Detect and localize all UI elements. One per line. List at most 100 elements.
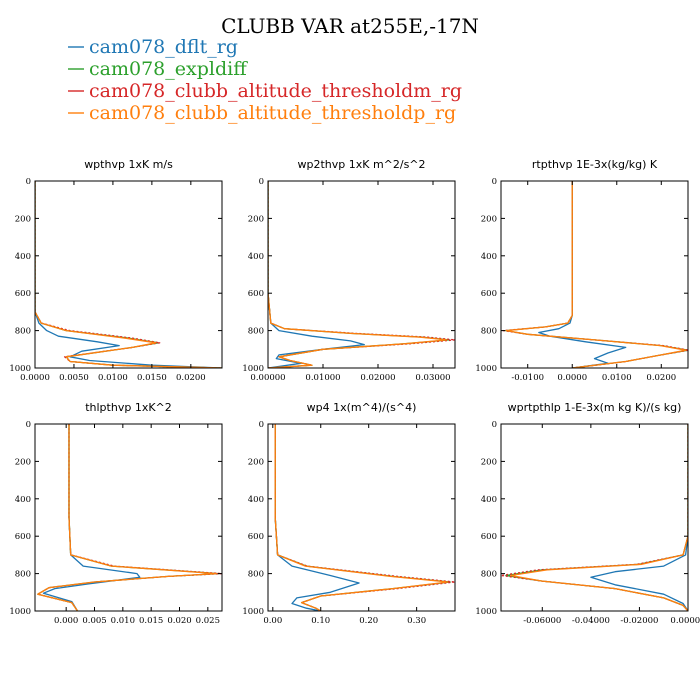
y-tick-label: 200 bbox=[248, 214, 264, 224]
y-tick-label: 1000 bbox=[9, 607, 31, 617]
x-tick-label: 0.00000 bbox=[670, 616, 700, 626]
x-tick-label: -0.06000 bbox=[523, 616, 561, 626]
y-tick-label: 600 bbox=[15, 532, 31, 542]
legend-label: cam078_dflt_rg bbox=[89, 36, 238, 58]
series-line-cam078_clubb_altitude_thresholdp_rg bbox=[274, 424, 449, 611]
x-tick-label: 0.020 bbox=[167, 616, 191, 626]
y-tick-label: 600 bbox=[248, 532, 264, 542]
y-tick-label: 400 bbox=[481, 252, 497, 262]
x-tick-label: 0.0200 bbox=[646, 373, 676, 383]
panel-title: wp4 1x(m^4)/(s^4) bbox=[307, 401, 417, 414]
series-line-cam078_clubb_altitude_thresholdm_rg bbox=[35, 181, 222, 368]
x-tick-label: 0.02000 bbox=[360, 373, 395, 383]
x-tick-label: 0.025 bbox=[196, 616, 220, 626]
y-tick-label: 600 bbox=[15, 289, 31, 299]
y-tick-label: 600 bbox=[481, 289, 497, 299]
y-tick-label: 400 bbox=[248, 252, 264, 262]
y-tick-label: 400 bbox=[248, 495, 264, 505]
y-tick-label: 600 bbox=[481, 532, 497, 542]
chart-panel: wprtpthlp 1-E-3x(m kg K)/(s kg) 0 200 400 60… bbox=[475, 401, 700, 626]
y-tick-label: 400 bbox=[481, 495, 497, 505]
x-tick-label: 0.005 bbox=[82, 616, 106, 626]
series-line-cam078_clubb_altitude_thresholdp_rg bbox=[268, 181, 448, 368]
y-tick-label: 0 bbox=[259, 177, 264, 187]
legend-label: cam078_expldiff bbox=[89, 58, 248, 80]
plot-frame bbox=[34, 180, 223, 369]
plot-frame bbox=[500, 423, 689, 612]
series-line-cam078_clubb_altitude_thresholdp_rg bbox=[510, 424, 688, 611]
plot-frame bbox=[34, 423, 223, 612]
y-tick-label: 1000 bbox=[475, 607, 497, 617]
x-tick-label: 0.0150 bbox=[137, 373, 167, 383]
plot-frame bbox=[500, 180, 689, 369]
y-tick-label: 800 bbox=[481, 327, 497, 337]
y-tick-label: 400 bbox=[15, 252, 31, 262]
panel-title: rtpthvp 1E-3x(kg/kg) K bbox=[532, 158, 658, 171]
series-line-cam078_dflt_rg bbox=[268, 181, 365, 368]
series-line-cam078_expldiff bbox=[37, 424, 220, 611]
series-line-cam078_expldiff bbox=[35, 181, 222, 368]
panel-title: thlpthvp 1xK^2 bbox=[85, 401, 172, 414]
y-tick-label: 600 bbox=[248, 289, 264, 299]
y-tick-label: 800 bbox=[481, 570, 497, 580]
x-tick-label: 0.01000 bbox=[305, 373, 340, 383]
y-tick-label: 800 bbox=[248, 327, 264, 337]
series-line-cam078_clubb_altitude_thresholdp_rg bbox=[505, 181, 687, 368]
series-line-cam078_expldiff bbox=[505, 424, 688, 611]
y-tick-label: 0 bbox=[259, 420, 264, 430]
series-line-cam078_clubb_altitude_thresholdm_rg bbox=[501, 424, 688, 611]
series-line-cam078_clubb_altitude_thresholdp_rg bbox=[35, 181, 222, 368]
y-tick-label: 200 bbox=[248, 457, 264, 467]
y-tick-label: 200 bbox=[15, 457, 31, 467]
x-tick-label: 0.00000 bbox=[250, 373, 285, 383]
x-tick-label: 0.03000 bbox=[415, 373, 450, 383]
legend-label: cam078_clubb_altitude_thresholdp_rg bbox=[89, 102, 456, 124]
figure-title: CLUBB VAR at255E,-17N bbox=[221, 14, 479, 38]
y-tick-label: 0 bbox=[492, 420, 497, 430]
y-tick-label: 800 bbox=[248, 570, 264, 580]
x-tick-label: 0.10 bbox=[311, 616, 330, 626]
x-tick-label: 0.000 bbox=[54, 616, 78, 626]
x-tick-label: 0.0200 bbox=[176, 373, 206, 383]
series-line-cam078_clubb_altitude_thresholdm_rg bbox=[274, 424, 455, 611]
series-line-cam078_dflt_rg bbox=[590, 424, 688, 611]
y-tick-label: 1000 bbox=[242, 607, 264, 617]
chart-panel: wp2thvp 1xK m^2/s^2 0 200 400 600 800 10000.00… bbox=[242, 158, 456, 383]
x-tick-label: -0.0100 bbox=[511, 373, 544, 383]
x-tick-label: 0.0000 bbox=[557, 373, 587, 383]
x-tick-label: 0.010 bbox=[111, 616, 135, 626]
series-line-cam078_expldiff bbox=[268, 181, 451, 368]
x-tick-label: 0.00 bbox=[263, 616, 282, 626]
y-tick-label: 0 bbox=[492, 177, 497, 187]
panel-title: wp2thvp 1xK m^2/s^2 bbox=[297, 158, 425, 171]
y-tick-label: 1000 bbox=[475, 364, 497, 374]
y-tick-label: 200 bbox=[15, 214, 31, 224]
x-tick-label: 0.20 bbox=[359, 616, 378, 626]
series-line-cam078_expldiff bbox=[274, 424, 451, 611]
panel-title: wpthvp 1xK m/s bbox=[84, 158, 173, 171]
x-tick-label: 0.0000 bbox=[20, 373, 50, 383]
series-line-cam078_clubb_altitude_thresholdp_rg bbox=[37, 424, 217, 611]
series-line-cam078_clubb_altitude_thresholdm_rg bbox=[37, 424, 222, 611]
y-tick-label: 200 bbox=[481, 214, 497, 224]
y-tick-label: 800 bbox=[15, 570, 31, 580]
series-line-cam078_dflt_rg bbox=[35, 181, 222, 368]
x-tick-label: 0.0050 bbox=[59, 373, 89, 383]
y-tick-label: 200 bbox=[481, 457, 497, 467]
chart-panel: thlpthvp 1xK^2 0 200 400 600 800 1000 0.000 0.00… bbox=[9, 401, 223, 626]
x-tick-label: 0.30 bbox=[407, 616, 426, 626]
x-tick-label: 0.0100 bbox=[602, 373, 632, 383]
chart-panel: rtpthvp 1E-3x(kg/kg) K 0 200 400 600 800 1000 -… bbox=[475, 158, 689, 383]
y-tick-label: 1000 bbox=[242, 364, 264, 374]
plot-frame bbox=[267, 180, 456, 369]
x-tick-label: -0.04000 bbox=[572, 616, 610, 626]
series-line-cam078_dflt_rg bbox=[538, 181, 627, 368]
series-line-cam078_clubb_altitude_thresholdm_rg bbox=[268, 181, 455, 368]
plot-frame bbox=[267, 423, 456, 612]
y-tick-label: 0 bbox=[26, 420, 31, 430]
